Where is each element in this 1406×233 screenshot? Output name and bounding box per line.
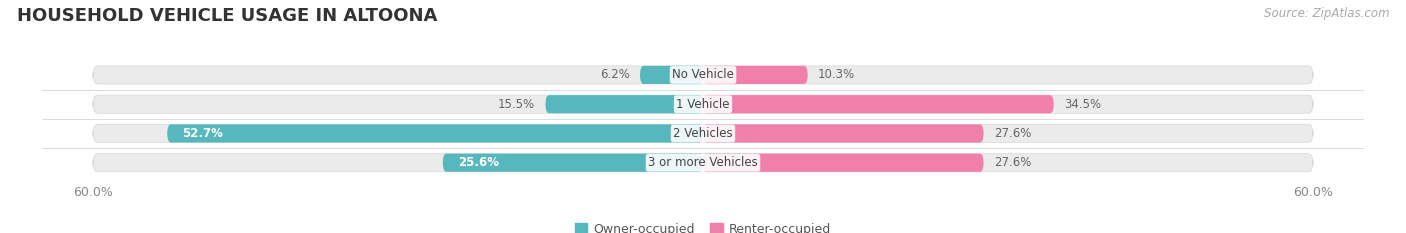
- Text: 27.6%: 27.6%: [994, 127, 1031, 140]
- FancyBboxPatch shape: [93, 66, 1313, 84]
- FancyBboxPatch shape: [93, 95, 1313, 113]
- Text: 10.3%: 10.3%: [818, 69, 855, 82]
- Text: 52.7%: 52.7%: [183, 127, 224, 140]
- Legend: Owner-occupied, Renter-occupied: Owner-occupied, Renter-occupied: [569, 218, 837, 233]
- Text: 1 Vehicle: 1 Vehicle: [676, 98, 730, 111]
- Text: 3 or more Vehicles: 3 or more Vehicles: [648, 156, 758, 169]
- FancyBboxPatch shape: [703, 95, 1053, 113]
- Text: Source: ZipAtlas.com: Source: ZipAtlas.com: [1264, 7, 1389, 20]
- FancyBboxPatch shape: [703, 124, 984, 143]
- FancyBboxPatch shape: [93, 124, 1313, 143]
- FancyBboxPatch shape: [167, 124, 703, 143]
- Text: 2 Vehicles: 2 Vehicles: [673, 127, 733, 140]
- FancyBboxPatch shape: [640, 66, 703, 84]
- FancyBboxPatch shape: [703, 66, 807, 84]
- Text: No Vehicle: No Vehicle: [672, 69, 734, 82]
- Text: 6.2%: 6.2%: [600, 69, 630, 82]
- Text: 27.6%: 27.6%: [994, 156, 1031, 169]
- Text: HOUSEHOLD VEHICLE USAGE IN ALTOONA: HOUSEHOLD VEHICLE USAGE IN ALTOONA: [17, 7, 437, 25]
- FancyBboxPatch shape: [443, 154, 703, 172]
- Text: 15.5%: 15.5%: [498, 98, 536, 111]
- FancyBboxPatch shape: [546, 95, 703, 113]
- FancyBboxPatch shape: [703, 154, 984, 172]
- FancyBboxPatch shape: [93, 154, 1313, 172]
- Text: 25.6%: 25.6%: [458, 156, 499, 169]
- Text: 34.5%: 34.5%: [1064, 98, 1101, 111]
